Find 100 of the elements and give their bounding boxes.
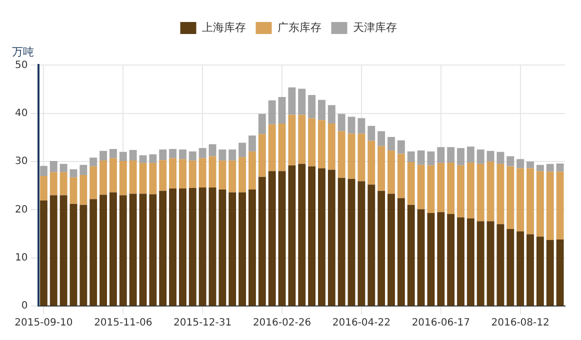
bar [546, 172, 554, 240]
y-tick-label: 30 [14, 156, 28, 168]
bar [258, 114, 266, 134]
bar [427, 213, 435, 306]
bar [288, 114, 296, 166]
bar [178, 188, 186, 306]
bar [427, 151, 435, 166]
bar [546, 164, 554, 172]
bar [338, 178, 346, 306]
bar [496, 224, 504, 306]
bar [466, 146, 474, 162]
bar [278, 96, 286, 124]
bar [129, 194, 137, 306]
bar [358, 134, 366, 182]
bar [378, 131, 386, 146]
bar [328, 123, 336, 170]
bar [169, 149, 176, 158]
bar [208, 156, 216, 188]
bar [40, 200, 48, 306]
bar [60, 195, 68, 306]
bar [218, 160, 226, 190]
bar [248, 151, 256, 190]
bar [486, 221, 494, 306]
bar [198, 188, 206, 306]
bar [100, 194, 107, 306]
bar [556, 240, 564, 306]
bar [188, 188, 196, 306]
bar [139, 194, 147, 306]
y-tick-label: 40 [14, 108, 28, 119]
bar [308, 166, 316, 306]
bar [368, 126, 376, 141]
bar [368, 184, 376, 306]
bar [368, 140, 376, 185]
bar [40, 176, 48, 201]
bar [258, 134, 266, 177]
bar [437, 212, 445, 306]
bar [80, 204, 88, 306]
bar [476, 149, 484, 164]
bar [238, 157, 246, 192]
bar [338, 114, 346, 132]
bar [536, 164, 544, 172]
x-tick-label: 2016-02-26 [252, 318, 312, 329]
bar [526, 168, 534, 234]
bar [308, 118, 316, 166]
bar [40, 166, 48, 176]
bar [159, 190, 167, 306]
bar [358, 118, 366, 134]
bar [169, 158, 176, 188]
bar [238, 142, 246, 158]
x-tick-label: 2015-12-31 [174, 318, 232, 329]
bar [526, 234, 534, 306]
y-axis-title: 万吨 [12, 45, 34, 58]
bar [298, 164, 306, 306]
bar [149, 162, 157, 194]
bar [457, 165, 464, 218]
bar [90, 199, 98, 306]
bar [109, 158, 117, 192]
bar [248, 189, 256, 306]
bar [397, 198, 405, 306]
bar [208, 144, 216, 156]
bar [139, 155, 147, 163]
bar [496, 164, 504, 224]
bar [159, 160, 167, 191]
bar [50, 195, 58, 306]
bar [506, 166, 514, 229]
bar [358, 181, 366, 306]
bar [258, 176, 266, 306]
bar [526, 162, 534, 168]
x-tick-label: 2016-06-17 [412, 318, 470, 329]
bar [378, 190, 386, 306]
y-tick-label: 10 [14, 252, 28, 264]
bar [318, 100, 326, 120]
bar [188, 151, 196, 161]
bar [109, 149, 117, 158]
bar [407, 162, 415, 205]
bar [536, 171, 544, 237]
bar [397, 154, 405, 198]
y-tick-label: 0 [21, 300, 28, 312]
bar [407, 204, 415, 306]
bar [218, 149, 226, 161]
bar [556, 172, 564, 240]
y-tick-label: 20 [14, 204, 28, 216]
bar [238, 192, 246, 306]
bar [159, 149, 167, 160]
bar [178, 149, 186, 160]
bar [70, 204, 78, 306]
bar [268, 171, 276, 306]
bar [198, 158, 206, 188]
bar [70, 169, 78, 178]
legend-label: 上海库存 [202, 20, 246, 34]
bar [506, 228, 514, 306]
bar [348, 178, 356, 306]
bar [90, 158, 98, 166]
bar [378, 146, 386, 191]
bar [466, 218, 474, 306]
bar [417, 209, 425, 306]
bar [486, 150, 494, 162]
legend-label: 天津库存 [352, 20, 397, 34]
bar [298, 114, 306, 164]
bar [476, 221, 484, 306]
